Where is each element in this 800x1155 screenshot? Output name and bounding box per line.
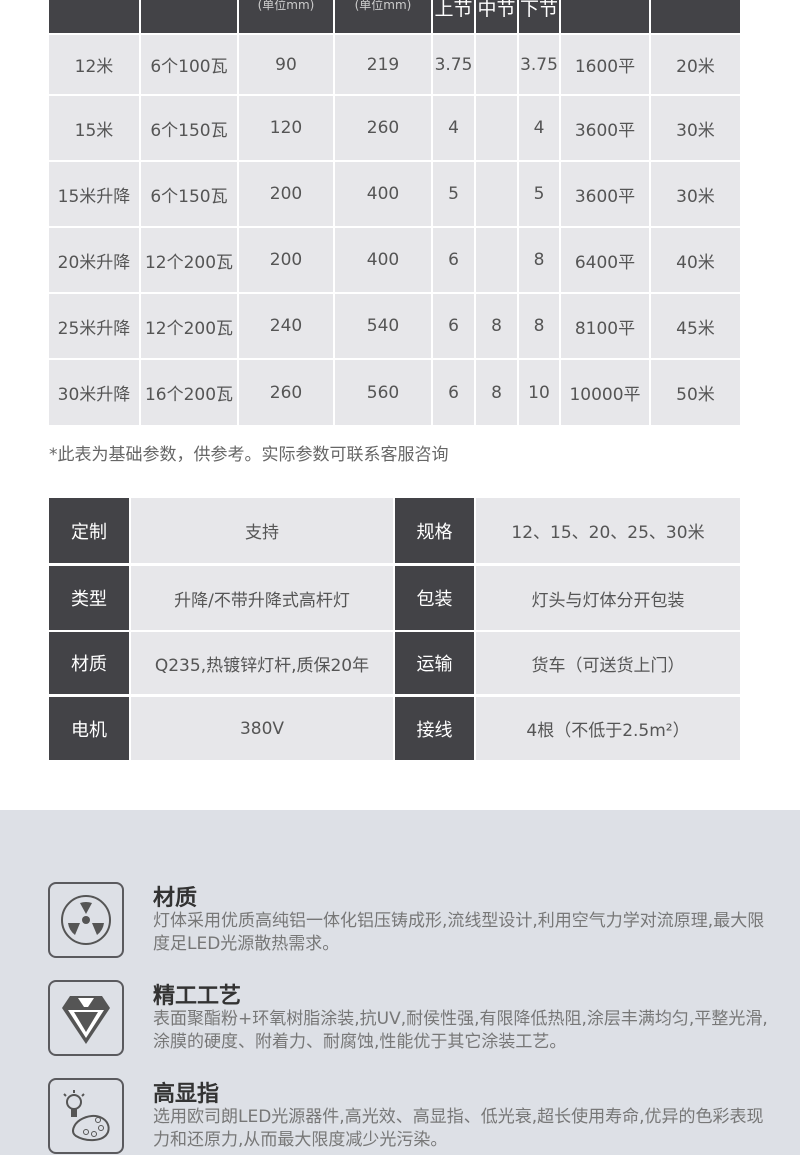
features-section <box>0 810 800 1155</box>
header-cell: 上节 <box>433 0 474 33</box>
header-cell: (单位mm) <box>239 0 333 33</box>
unit-label: (单位mm) <box>257 0 315 12</box>
spec-key: 电机 <box>49 697 129 760</box>
spec-value: Q235,热镀锌灯杆,质保20年 <box>131 632 393 694</box>
table-cell: 240 <box>239 294 333 358</box>
unit-label: (单位mm) <box>354 0 412 12</box>
table-cell: 10 <box>519 360 559 425</box>
table-cell <box>476 162 517 226</box>
table-cell: 3600平 <box>561 162 649 226</box>
table-cell: 6个150瓦 <box>141 162 237 226</box>
table-cell: 20米升降 <box>49 228 139 292</box>
table-cell: 200 <box>239 162 333 226</box>
header-cell <box>141 0 237 33</box>
table-cell: 260 <box>239 360 333 425</box>
table-cell: 12个200瓦 <box>141 294 237 358</box>
spec-value: 380V <box>131 697 393 760</box>
spec-value: 12、15、20、25、30米 <box>476 498 740 563</box>
table-cell: 30米 <box>651 96 740 160</box>
table-cell: 5 <box>433 162 474 226</box>
spec-key: 规格 <box>395 498 474 563</box>
table-cell: 6 <box>433 228 474 292</box>
table-cell: 6个150瓦 <box>141 96 237 160</box>
radiation-fan-icon <box>48 882 124 958</box>
table-cell: 3.75 <box>519 35 559 94</box>
diamond-icon <box>48 980 124 1056</box>
feature-desc: 表面聚酯粉+环氧树脂涂装,抗UV,耐侯性强,有限降低热阻,涂层丰满均匀,平整光滑… <box>153 1009 768 1052</box>
segment-label: 中节 <box>477 0 516 20</box>
table-cell: 3.75 <box>433 35 474 94</box>
table-cell: 45米 <box>651 294 740 358</box>
header-cell <box>651 0 740 33</box>
spec-value: 货车（可送货上门） <box>476 632 740 694</box>
spec-key: 定制 <box>49 498 129 563</box>
table-cell: 8 <box>476 294 517 358</box>
spec-key: 包装 <box>395 566 474 630</box>
feature-desc: 选用欧司朗LED光源器件,高光效、高显指、低光衰,超长使用寿命,优异的色彩表现力… <box>153 1107 764 1150</box>
table-cell: 1600平 <box>561 35 649 94</box>
feature-title: 精工工艺 <box>153 984 242 1009</box>
table-cell: 400 <box>335 162 431 226</box>
table-cell: 3600平 <box>561 96 649 160</box>
table-cell <box>476 96 517 160</box>
table-cell: 200 <box>239 228 333 292</box>
table-cell: 50米 <box>651 360 740 425</box>
table-cell: 560 <box>335 360 431 425</box>
table-cell: 20米 <box>651 35 740 94</box>
table-cell: 8 <box>476 360 517 425</box>
spec-key: 接线 <box>395 697 474 760</box>
table-cell: 6个100瓦 <box>141 35 237 94</box>
table-cell: 219 <box>335 35 431 94</box>
table-cell: 5 <box>519 162 559 226</box>
table-cell: 4 <box>519 96 559 160</box>
feature-title: 高显指 <box>153 1082 220 1107</box>
table-cell: 10000平 <box>561 360 649 425</box>
table-cell: 30米 <box>651 162 740 226</box>
table-cell: 16个200瓦 <box>141 360 237 425</box>
header-cell: 中节 <box>476 0 517 33</box>
table-cell: 8 <box>519 228 559 292</box>
header-cell <box>49 0 139 33</box>
bulb-palette-icon <box>48 1078 124 1154</box>
table-cell: 40米 <box>651 228 740 292</box>
table-cell: 260 <box>335 96 431 160</box>
table-cell: 8 <box>519 294 559 358</box>
spec-key: 类型 <box>49 566 129 630</box>
table-cell: 25米升降 <box>49 294 139 358</box>
table-note: *此表为基础参数，供参考。实际参数可联系客服咨询 <box>49 445 449 465</box>
table-cell: 15米 <box>49 96 139 160</box>
table-cell: 6 <box>433 360 474 425</box>
table-cell: 120 <box>239 96 333 160</box>
spec-value: 支持 <box>131 498 393 563</box>
table-cell: 6 <box>433 294 474 358</box>
table-cell: 540 <box>335 294 431 358</box>
table-cell: 8100平 <box>561 294 649 358</box>
table-cell: 4 <box>433 96 474 160</box>
table-cell: 400 <box>335 228 431 292</box>
table-cell: 15米升降 <box>49 162 139 226</box>
header-cell <box>561 0 649 33</box>
header-cell: 下节 <box>519 0 559 33</box>
feature-desc: 灯体采用优质高纯铝一体化铝压铸成形,流线型设计,利用空气力学对流原理,最大限度足… <box>153 911 765 954</box>
feature-title: 材质 <box>153 886 198 911</box>
segment-label: 上节 <box>434 0 473 20</box>
table-cell: 12米 <box>49 35 139 94</box>
spec-key: 材质 <box>49 632 129 694</box>
spec-key: 运输 <box>395 632 474 694</box>
table-cell <box>476 35 517 94</box>
table-cell: 6400平 <box>561 228 649 292</box>
header-cell: (单位mm) <box>335 0 431 33</box>
spec-value: 升降/不带升降式高杆灯 <box>131 566 393 630</box>
segment-label: 下节 <box>519 0 558 20</box>
table-cell: 12个200瓦 <box>141 228 237 292</box>
spec-value: 灯头与灯体分开包装 <box>476 566 740 630</box>
table-cell: 30米升降 <box>49 360 139 425</box>
table-cell <box>476 228 517 292</box>
spec-value: 4根（不低于2.5m²） <box>476 697 740 760</box>
table-cell: 90 <box>239 35 333 94</box>
